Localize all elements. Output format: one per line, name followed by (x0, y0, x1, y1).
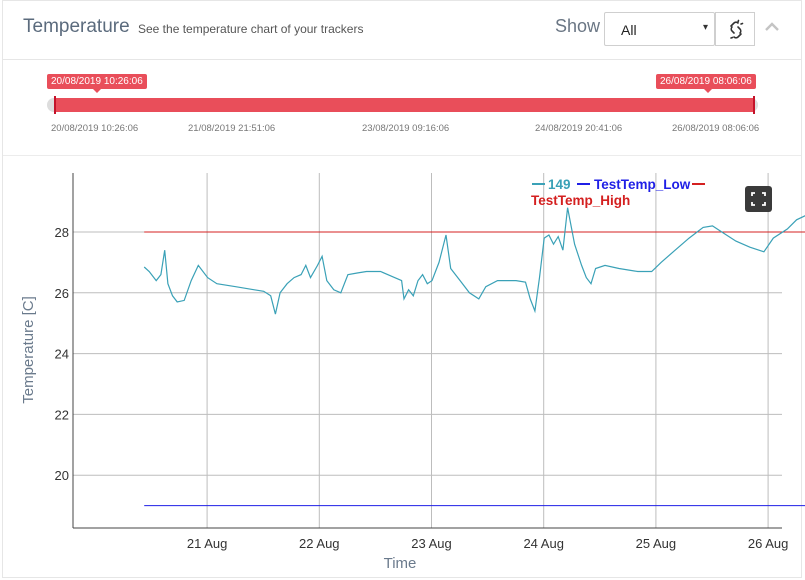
x-tick-label: 21 Aug (187, 536, 228, 551)
range-tick-label: 21/08/2019 21:51:06 (188, 123, 276, 134)
y-tick-label: 28 (55, 225, 69, 240)
x-tick-label: 22 Aug (299, 536, 340, 551)
panel-header: Temperature See the temperature chart of… (3, 1, 801, 60)
range-selection[interactable] (55, 98, 755, 112)
tracker-select[interactable]: All ▾ (604, 12, 715, 46)
x-axis-title: Time (384, 555, 417, 572)
range-tick-label: 23/08/2019 09:16:06 (362, 123, 450, 134)
unlink-button[interactable] (715, 12, 755, 46)
range-end-tag: 26/08/2019 08:06:06 (656, 74, 756, 93)
show-label: Show (555, 16, 601, 36)
y-tick-label: 22 (55, 407, 69, 422)
range-tick-label: 24/08/2019 20:41:06 (535, 123, 623, 134)
unlink-icon (730, 19, 744, 39)
chevron-down-icon: ▾ (702, 22, 708, 33)
range-tick-label: 26/08/2019 08:06:06 (672, 123, 760, 134)
fullscreen-icon (751, 192, 766, 206)
range-end-value: 26/08/2019 08:06:06 (660, 76, 752, 87)
page-subtitle: See the temperature chart of your tracke… (138, 22, 364, 36)
x-tick-label: 26 Aug (748, 536, 789, 551)
y-tick-label: 26 (55, 286, 69, 301)
x-tick-label: 25 Aug (636, 536, 677, 551)
chevron-up-glyph (765, 22, 779, 31)
chevron-up-icon[interactable] (763, 18, 781, 36)
range-start-handle[interactable] (54, 96, 56, 114)
x-tick-label: 23 Aug (411, 536, 452, 551)
legend-label-149: 149 (548, 177, 571, 192)
page-title: Temperature (23, 16, 130, 37)
range-start-value: 20/08/2019 10:26:06 (51, 76, 143, 87)
y-tick-label: 24 (55, 347, 69, 362)
time-range-slider: 20/08/2019 10:26:06 26/08/2019 08:06:06 … (3, 59, 801, 156)
legend-label-high: TestTemp_High (531, 193, 630, 208)
y-tick-label: 20 (55, 468, 69, 483)
legend-label-low: TestTemp_Low (594, 177, 691, 192)
y-axis-title: Temperature [C] (20, 296, 37, 404)
range-tick-label: 20/08/2019 10:26:06 (51, 123, 139, 134)
series-line-149 (143, 207, 805, 315)
tracker-select-value: All (621, 22, 637, 38)
range-start-tag: 20/08/2019 10:26:06 (47, 74, 147, 93)
x-tick-label: 24 Aug (523, 536, 564, 551)
range-end-handle[interactable] (753, 96, 755, 114)
fullscreen-button[interactable] (745, 186, 772, 212)
